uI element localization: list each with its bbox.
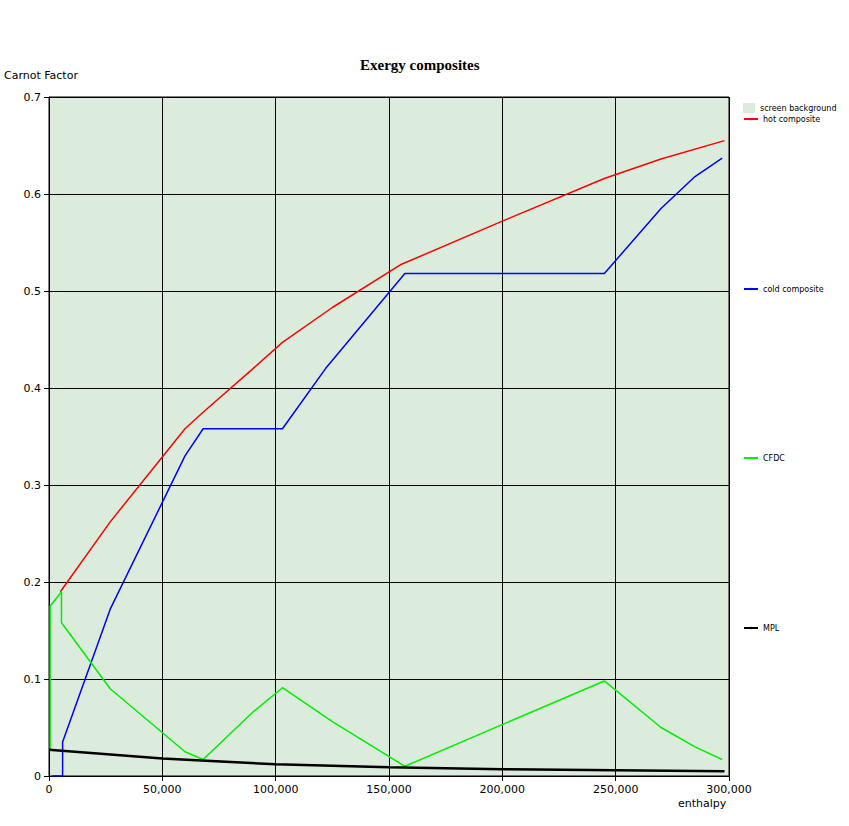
- svg-text:0: 0: [46, 783, 53, 796]
- svg-text:50,000: 50,000: [143, 783, 182, 796]
- svg-text:Carnot Factor: Carnot Factor: [4, 69, 78, 82]
- svg-text:0.2: 0.2: [24, 576, 42, 589]
- svg-text:0.1: 0.1: [24, 673, 42, 686]
- svg-text:0.3: 0.3: [24, 479, 42, 492]
- svg-text:hot composite: hot composite: [763, 115, 820, 124]
- svg-text:Exergy composites: Exergy composites: [360, 57, 480, 73]
- svg-text:0.6: 0.6: [24, 188, 42, 201]
- svg-text:enthalpy: enthalpy: [678, 797, 727, 810]
- svg-text:150,000: 150,000: [366, 783, 412, 796]
- svg-text:300,000: 300,000: [706, 783, 752, 796]
- svg-text:0: 0: [34, 770, 41, 783]
- svg-text:CFDC: CFDC: [763, 454, 785, 463]
- svg-text:250,000: 250,000: [593, 783, 639, 796]
- svg-text:0.4: 0.4: [24, 382, 42, 395]
- svg-text:100,000: 100,000: [253, 783, 299, 796]
- svg-text:200,000: 200,000: [480, 783, 526, 796]
- svg-text:0.7: 0.7: [24, 91, 42, 104]
- svg-text:0.5: 0.5: [24, 285, 42, 298]
- svg-text:screen background: screen background: [760, 104, 836, 113]
- svg-text:MPL: MPL: [763, 624, 780, 633]
- svg-text:cold composite: cold composite: [763, 285, 824, 294]
